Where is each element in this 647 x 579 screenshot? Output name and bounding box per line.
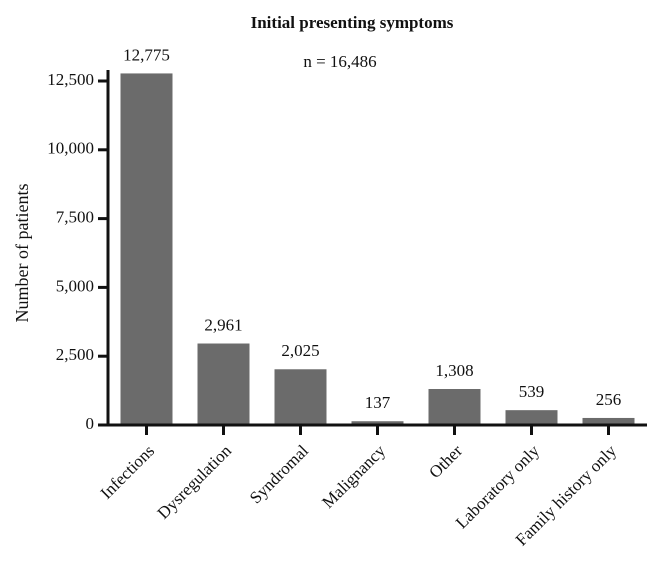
y-tick-label: 0 xyxy=(86,414,95,433)
bar xyxy=(582,417,635,425)
y-axis-label: Number of patients xyxy=(12,184,32,323)
value-label: 137 xyxy=(365,393,391,412)
bar xyxy=(197,343,250,425)
value-label: 256 xyxy=(596,390,622,409)
x-tick-label: Other xyxy=(425,441,466,482)
x-tick-label: Dysregulation xyxy=(154,441,236,523)
chart-title: Initial presenting symptoms xyxy=(251,13,454,32)
annotation: n = 16,486 xyxy=(303,52,376,71)
value-label: 2,025 xyxy=(281,341,319,360)
y-tick-label: 7,500 xyxy=(56,208,94,227)
y-tick-label: 5,000 xyxy=(56,276,94,295)
value-label: 2,961 xyxy=(204,315,242,334)
value-label: 539 xyxy=(519,382,545,401)
x-tick-label: Syndromal xyxy=(246,441,312,507)
bar xyxy=(428,389,481,425)
bar xyxy=(274,369,327,425)
y-tick-label: 2,500 xyxy=(56,345,94,364)
bar xyxy=(120,73,173,425)
y-tick-label: 12,500 xyxy=(47,70,94,89)
value-label: 12,775 xyxy=(123,45,170,64)
bar xyxy=(351,421,404,425)
x-tick-label: Infections xyxy=(97,441,159,503)
bar xyxy=(505,410,558,425)
value-label: 1,308 xyxy=(435,361,473,380)
x-tick-label: Malignancy xyxy=(318,441,389,512)
y-tick-label: 10,000 xyxy=(47,139,94,158)
